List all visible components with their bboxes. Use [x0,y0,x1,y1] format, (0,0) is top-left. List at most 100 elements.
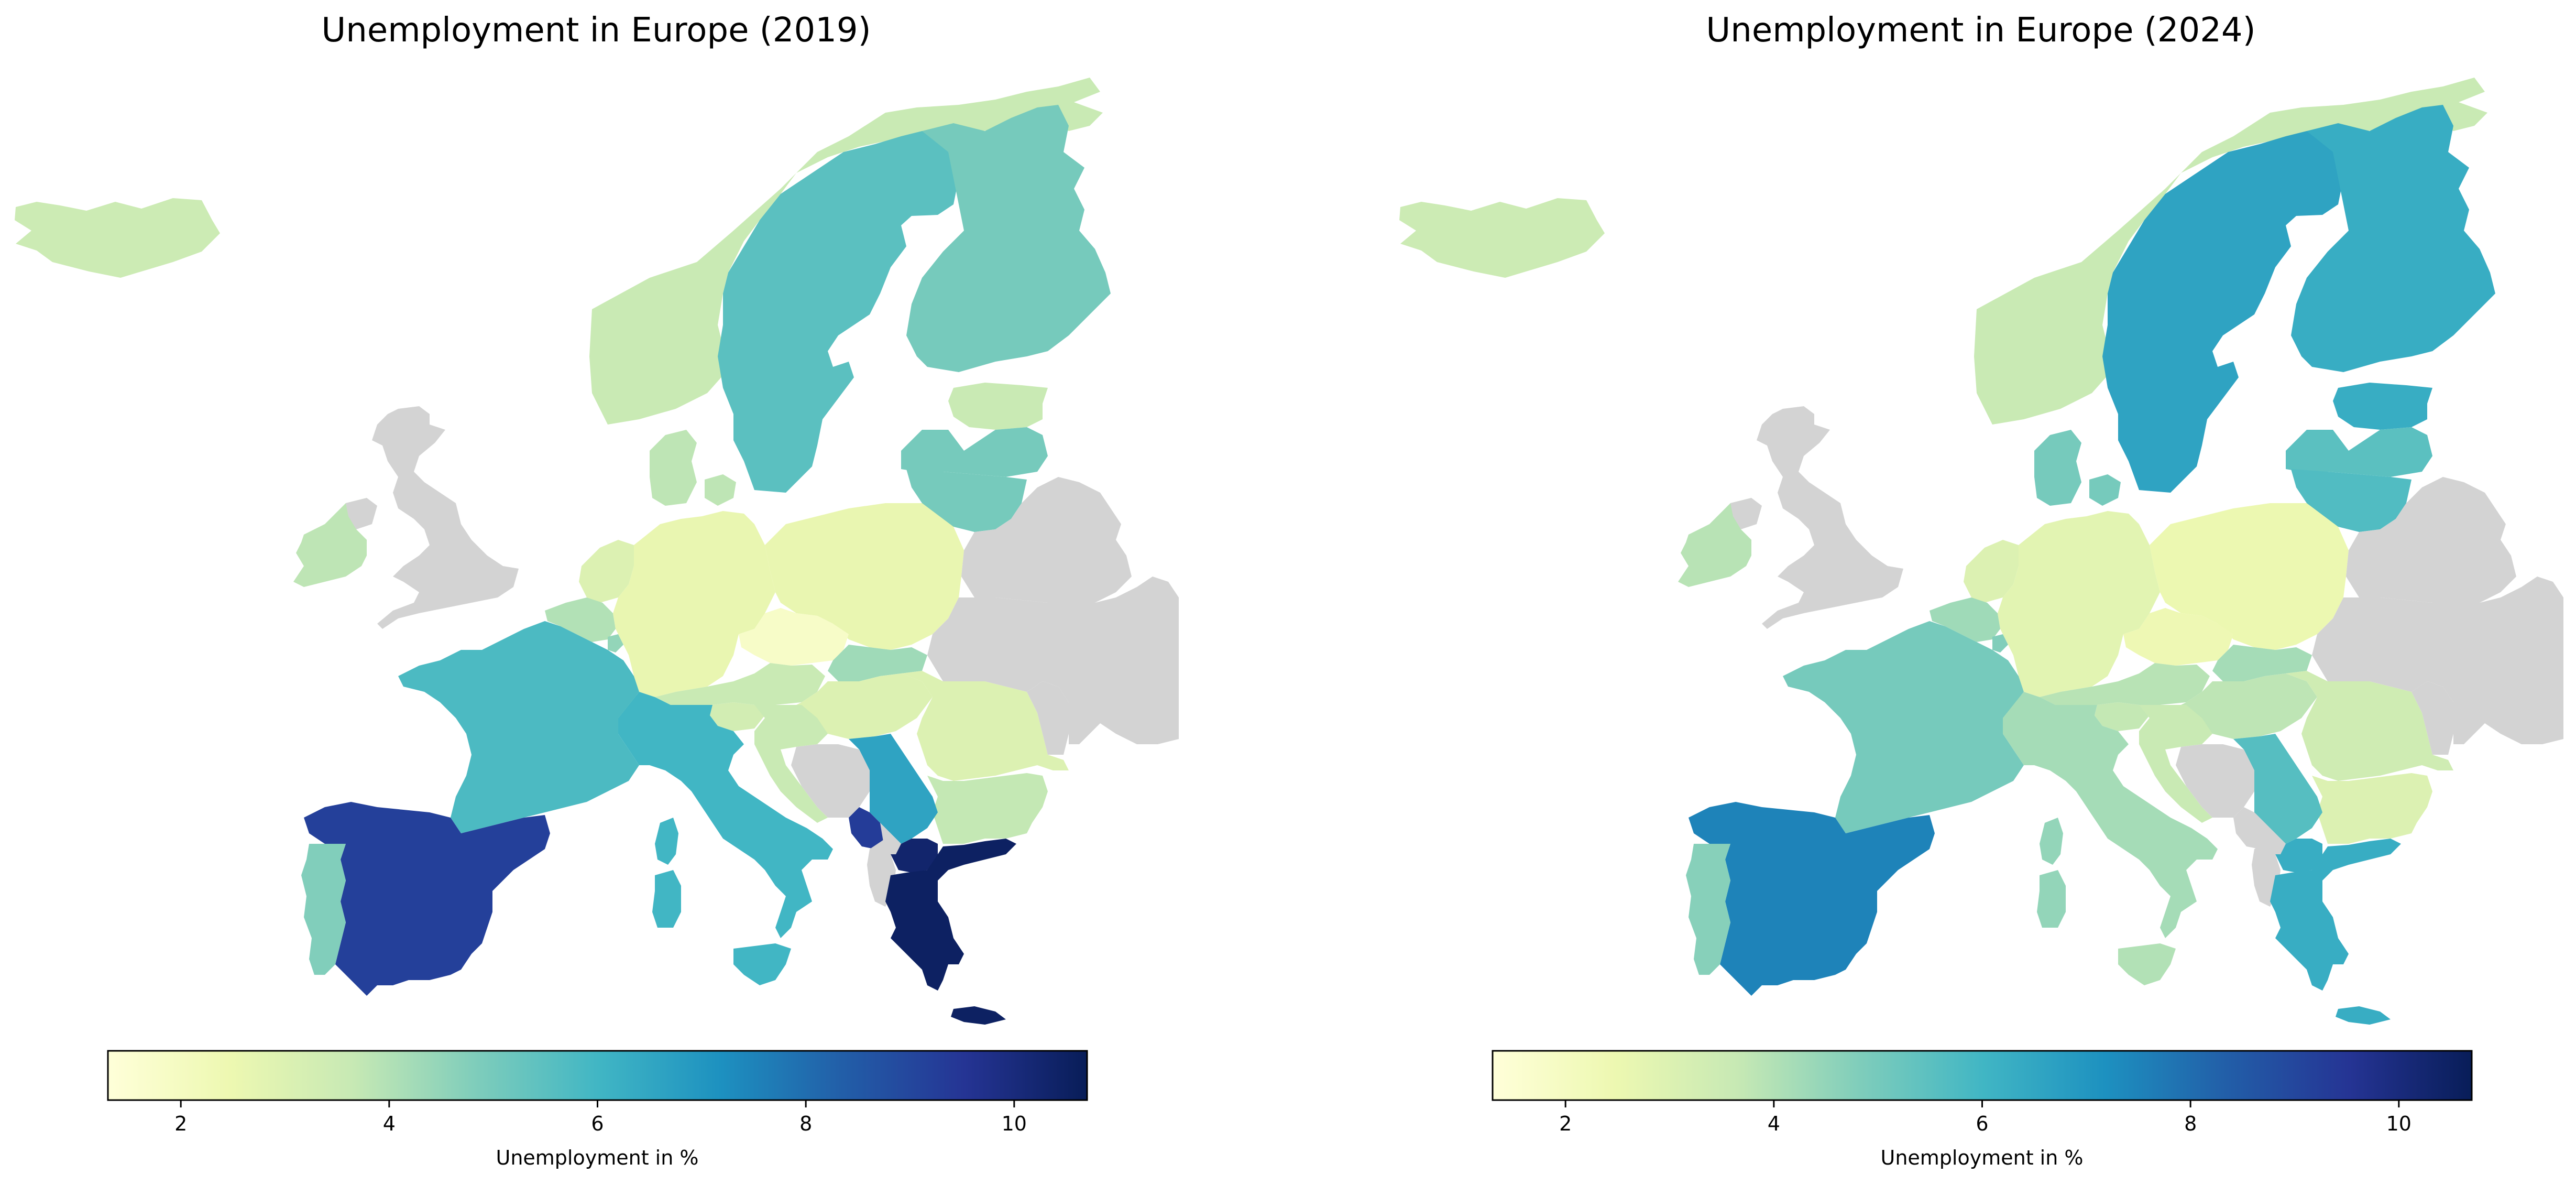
country-denmark-zealand [2089,474,2121,506]
country-belarus [961,477,1132,603]
country-czechia [2123,608,2233,666]
map-countries [1399,78,2563,1025]
country-belgium [1930,597,2000,642]
country-bulgaria [927,773,1048,844]
country-netherlands [579,540,634,603]
country-montenegro [849,807,885,849]
country-denmark-zealand [705,474,736,506]
colorbar-label: Unemployment in % [496,1146,699,1169]
country-slovenia [2095,702,2150,731]
country-romania [901,671,1069,781]
country-moldova [1027,681,1074,755]
country-luxembourg [608,634,623,653]
country-italy [618,692,833,938]
country-sweden [2102,131,2343,493]
country-italy [2003,692,2218,938]
country-united-kingdom [372,406,519,629]
country-greece [885,839,1016,991]
country-croatia [2139,705,2212,823]
country-spain [1689,802,1935,996]
country-france [398,621,639,833]
map-panel-2019: Unemployment in Europe (2019) 2 4 6 8 10 Une… [15,11,1179,1169]
country-france [1783,621,2024,833]
country-united-kingdom [1757,406,1903,629]
country-hungary [786,673,933,739]
colorbar: 2 4 6 8 10 Unemployment in % [107,1050,1088,1169]
colorbar-label: Unemployment in % [1881,1146,2084,1169]
country-serbia [2233,734,2322,844]
country-sardinia [2037,870,2066,928]
country-czechia [739,608,849,666]
country-iceland [15,198,220,278]
country-luxembourg [1992,634,2008,653]
colorbar-tick-label: 6 [591,1112,604,1135]
country-slovakia [2212,645,2312,681]
colorbar-tick-label: 10 [2386,1112,2411,1135]
country-sweden [718,131,959,493]
colorbar-tick-label: 10 [1002,1112,1027,1135]
country-bosnia-and-herzegovina [791,744,870,818]
colorbar-tick-label: 6 [1976,1112,1988,1135]
country-estonia [2333,383,2432,430]
country-austria [2040,663,2210,705]
country-poland [765,503,964,650]
country-ukraine [2312,577,2563,744]
country-crete [2336,1006,2391,1025]
map-panel-2024: Unemployment in Europe (2024) 2 4 6 8 10 Une… [1399,11,2563,1169]
country-finland [906,105,1111,372]
colorbar-gradient [1492,1050,2473,1101]
country-sicily [2118,943,2176,985]
colorbar-ticks: 2 4 6 8 10 [1559,1100,2411,1135]
colorbar-gradient [107,1050,1088,1101]
colorbar-ticks: 2 4 6 8 10 [174,1100,1027,1135]
country-moldova [2411,681,2459,755]
country-hungary [2171,673,2317,739]
country-greece [2270,839,2401,991]
country-corsica [2040,818,2063,865]
colorbar-tick-label: 4 [383,1112,396,1135]
country-norway [589,78,1103,425]
country-germany [613,511,775,697]
colorbar-tick-label: 4 [1768,1112,1780,1135]
country-netherlands [1964,540,2019,603]
country-latvia [901,427,1048,477]
map-title: Unemployment in Europe (2019) [321,11,871,50]
country-germany [1998,511,2160,697]
country-romania [2286,671,2453,781]
country-ukraine [927,577,1179,744]
country-corsica [655,818,678,865]
country-denmark [2034,430,2081,506]
country-austria [655,663,825,705]
colorbar-tick-label: 8 [799,1112,812,1135]
country-denmark [650,430,697,506]
map-title: Unemployment in Europe (2024) [1706,11,2255,50]
country-estonia [948,383,1048,430]
colorbar-tick-label: 2 [1559,1112,1572,1135]
country-montenegro [2233,807,2270,849]
country-serbia [849,734,938,844]
country-slovakia [828,645,927,681]
country-finland [2291,105,2495,372]
country-latvia [2286,427,2432,477]
colorbar: 2 4 6 8 10 Unemployment in % [1492,1050,2473,1169]
colorbar-tick-label: 8 [2184,1112,2197,1135]
country-kosovo [2265,823,2286,854]
country-slovenia [710,702,765,731]
colorbar-tick-label: 2 [174,1112,187,1135]
country-crete [951,1006,1006,1025]
country-sardinia [652,870,681,928]
country-northern-ireland [1730,498,1762,529]
country-belarus [2346,477,2516,603]
country-iceland [1399,198,1605,278]
country-portugal [1686,844,1730,975]
country-north-macedonia [2275,839,2322,873]
country-north-macedonia [891,839,938,873]
country-portugal [301,844,346,975]
country-poland [2150,503,2349,650]
country-croatia [754,705,828,823]
country-kosovo [880,823,901,854]
country-bosnia-and-herzegovina [2176,744,2254,818]
country-belgium [545,597,616,642]
country-norway [1974,78,2487,425]
